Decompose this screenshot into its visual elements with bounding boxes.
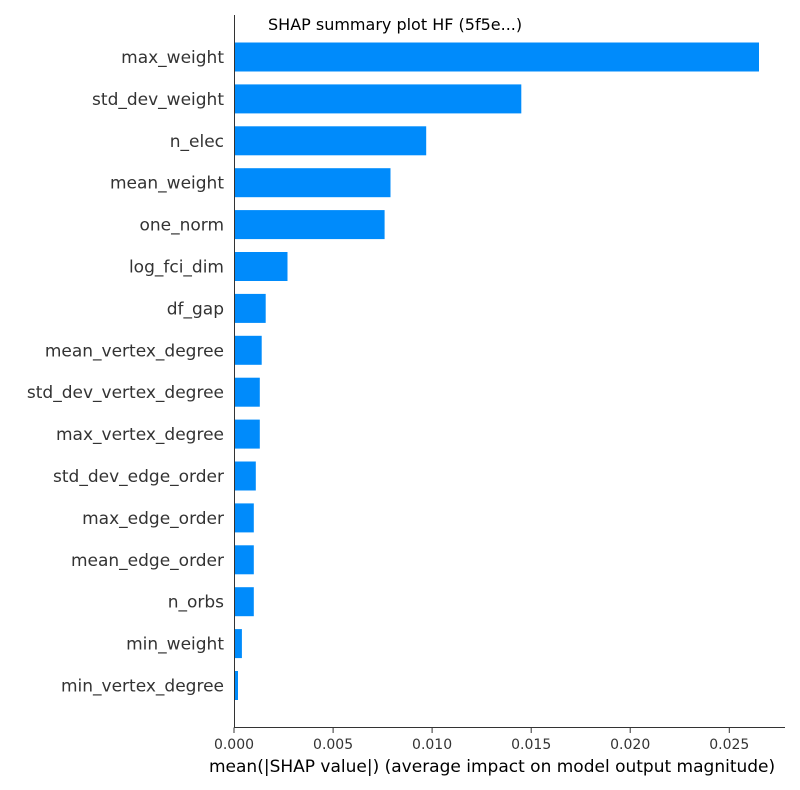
x-tick-label: 0.015 bbox=[511, 737, 551, 753]
x-axis-label: mean(|SHAP value|) (average impact on mo… bbox=[209, 757, 775, 777]
x-tick-label: 0.025 bbox=[709, 737, 749, 753]
category-label-mean-edge-order: mean_edge_order bbox=[71, 551, 224, 571]
x-tick-label: 0.010 bbox=[412, 737, 452, 753]
category-label-std-dev-vertex-degree: std_dev_vertex_degree bbox=[27, 383, 224, 403]
bar-std-dev-edge-order bbox=[234, 461, 256, 491]
bar-min-vertex-degree bbox=[234, 671, 238, 700]
category-label-std-dev-weight: std_dev_weight bbox=[92, 90, 224, 110]
x-tick-label: 0.000 bbox=[214, 737, 254, 753]
category-label-mean-weight: mean_weight bbox=[110, 174, 224, 194]
x-tick-label: 0.020 bbox=[610, 737, 650, 753]
bar-n-elec bbox=[234, 126, 427, 156]
category-label-min-vertex-degree: min_vertex_degree bbox=[61, 677, 224, 697]
category-label-std-dev-edge-order: std_dev_edge_order bbox=[53, 467, 224, 487]
category-label-n-orbs: n_orbs bbox=[168, 593, 224, 613]
category-label-min-weight: min_weight bbox=[126, 635, 224, 655]
bar-n-orbs bbox=[234, 587, 254, 617]
bar-max-edge-order bbox=[234, 503, 254, 533]
bar-group bbox=[234, 42, 759, 700]
category-label-mean-vertex-degree: mean_vertex_degree bbox=[45, 341, 224, 361]
category-label-max-vertex-degree: max_vertex_degree bbox=[56, 425, 224, 445]
category-label-df-gap: df_gap bbox=[167, 299, 224, 319]
x-tick-group: 0.000 0.005 0.010 0.015 0.020 0.025 bbox=[214, 727, 749, 753]
bar-max-vertex-degree bbox=[234, 419, 260, 449]
chart-title: SHAP summary plot HF (5f5e...) bbox=[268, 15, 522, 34]
bar-mean-vertex-degree bbox=[234, 335, 262, 365]
bar-mean-weight bbox=[234, 168, 391, 198]
bar-std-dev-vertex-degree bbox=[234, 377, 260, 407]
bar-min-weight bbox=[234, 629, 242, 659]
bar-std-dev-weight bbox=[234, 84, 522, 114]
bar-df-gap bbox=[234, 293, 266, 323]
bar-one-norm bbox=[234, 210, 385, 240]
category-label-n-elec: n_elec bbox=[170, 132, 224, 152]
category-label-max-edge-order: max_edge_order bbox=[82, 509, 224, 529]
bar-mean-edge-order bbox=[234, 545, 254, 575]
category-label-log-fci-dim: log_fci_dim bbox=[129, 258, 224, 278]
category-label-max-weight: max_weight bbox=[121, 48, 224, 68]
bar-log-fci-dim bbox=[234, 252, 288, 281]
category-label-one-norm: one_norm bbox=[139, 216, 224, 236]
bar-max-weight bbox=[234, 42, 759, 72]
x-tick-label: 0.005 bbox=[313, 737, 353, 753]
category-label-group: max_weight std_dev_weight n_elec mean_weigh… bbox=[27, 48, 224, 697]
